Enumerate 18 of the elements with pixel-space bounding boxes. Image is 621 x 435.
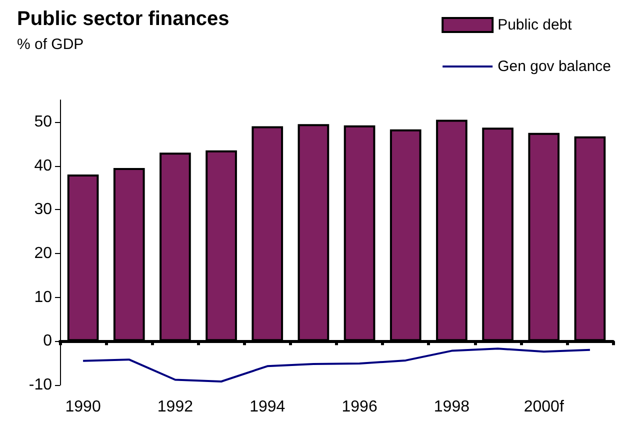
x-tick-label: 2000f	[524, 398, 564, 416]
line-series	[82, 348, 591, 382]
y-tick-label: 20	[34, 244, 52, 262]
y-tick-label: -10	[28, 376, 52, 394]
chart-subtitle: % of GDP	[17, 36, 84, 53]
legend-label: Public debt	[498, 16, 573, 34]
x-tick-label: 1992	[157, 398, 194, 416]
y-tick-label: 0	[43, 332, 52, 350]
chart-title: Public sector finances	[17, 8, 230, 30]
y-tick-label: 10	[34, 288, 52, 306]
y-tick-label: 30	[34, 201, 52, 218]
x-tick-label: 1998	[434, 398, 470, 416]
y-tick-label: 50	[34, 113, 52, 130]
x-tick-label: 1990	[65, 398, 101, 416]
x-tick-label: 1996	[342, 398, 378, 416]
x-tick-label: 1994	[250, 398, 286, 416]
y-tick-label: 40	[34, 157, 52, 174]
legend-label: Gen gov balance	[498, 58, 612, 75]
